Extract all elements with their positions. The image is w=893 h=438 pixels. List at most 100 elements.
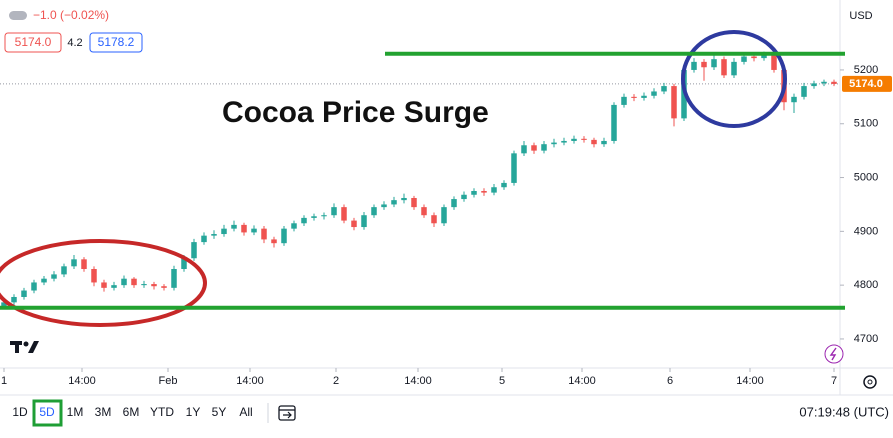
candle-body xyxy=(401,197,407,201)
candle-body xyxy=(611,104,617,141)
candle-body xyxy=(721,59,727,76)
range-button[interactable]: All xyxy=(239,405,252,419)
candle-body xyxy=(601,140,607,145)
candle-body xyxy=(211,234,217,236)
range-button[interactable]: 1M xyxy=(67,405,84,419)
candle-body xyxy=(731,61,737,76)
toggle-icon[interactable] xyxy=(9,11,27,20)
candle-body xyxy=(21,290,27,297)
candle-body xyxy=(521,145,527,154)
y-tick-label: 4800 xyxy=(854,279,878,291)
candle-body xyxy=(241,224,247,233)
candle-body xyxy=(131,278,137,286)
candle-body xyxy=(441,207,447,224)
candle-body xyxy=(261,228,267,240)
ask-box[interactable] xyxy=(89,32,143,53)
bid-price: 5174.0 xyxy=(15,35,52,49)
candle-body xyxy=(501,182,507,188)
x-tick-label: 14:00 xyxy=(568,375,596,387)
candle-body xyxy=(421,207,427,216)
active-range-box xyxy=(32,399,63,427)
range-button[interactable]: 3M xyxy=(95,405,112,419)
candle-body xyxy=(51,274,57,279)
range-button[interactable]: YTD xyxy=(150,405,174,419)
candle-body xyxy=(311,216,317,218)
candle-body xyxy=(31,282,37,291)
candle-body xyxy=(561,140,567,143)
candle-body xyxy=(451,199,457,208)
candle-body xyxy=(121,278,127,286)
candle-body xyxy=(481,190,487,193)
alert-icon[interactable] xyxy=(824,344,844,364)
x-tick-label: 5 xyxy=(499,375,505,387)
highlight-ellipse xyxy=(0,239,207,327)
settings-icon[interactable] xyxy=(863,375,877,389)
x-tick-label: Feb xyxy=(159,375,178,387)
candle-body xyxy=(271,239,277,244)
candle-body xyxy=(581,138,587,140)
candle-body xyxy=(251,228,257,233)
candle-body xyxy=(101,282,107,288)
currency[interactable]: USD xyxy=(849,10,872,22)
ask-price: 5178.2 xyxy=(98,35,135,49)
candle-body xyxy=(821,81,827,84)
spread: 4.2 xyxy=(67,37,82,49)
candle-body xyxy=(81,259,87,270)
candle-body xyxy=(551,142,557,145)
candle-body xyxy=(671,86,677,119)
range-button[interactable]: 5D xyxy=(39,405,55,419)
candle-body xyxy=(41,278,47,283)
range-button[interactable]: 5Y xyxy=(212,405,227,419)
candle-body xyxy=(221,228,227,235)
candle-body xyxy=(621,96,627,105)
candle-body xyxy=(181,258,187,270)
x-tick-label: 1 xyxy=(1,375,7,387)
candle-body xyxy=(321,215,327,217)
candle-body xyxy=(761,54,767,59)
settings-icon-center xyxy=(867,379,873,385)
annotation: Cocoa Price Surge xyxy=(222,96,489,129)
range-button[interactable]: 1D xyxy=(12,405,28,419)
candle-body xyxy=(541,144,547,151)
candle-body xyxy=(301,217,307,224)
alert-bolt xyxy=(829,347,837,361)
candle-body xyxy=(641,95,647,98)
candle-body xyxy=(381,204,387,208)
candle-body xyxy=(791,96,797,103)
y-tick-label: 5000 xyxy=(854,171,878,183)
candle-body xyxy=(331,207,337,216)
candle-body xyxy=(151,284,157,287)
candle-body xyxy=(391,200,397,205)
last-price-box xyxy=(842,75,892,92)
candle-body xyxy=(711,59,717,68)
clock: 07:19:48 (UTC) xyxy=(799,404,889,419)
candle-body xyxy=(531,145,537,151)
x-tick-label: 14:00 xyxy=(736,375,764,387)
candle-body xyxy=(351,220,357,228)
candle-body xyxy=(751,56,757,59)
candle-body xyxy=(1,302,7,307)
candle-body xyxy=(161,286,167,288)
range-button[interactable]: 6M xyxy=(123,405,140,419)
candle-body xyxy=(741,56,747,62)
candle-body xyxy=(111,285,117,288)
candle-body xyxy=(291,223,297,229)
candle-body xyxy=(511,153,517,183)
candle-body xyxy=(341,207,347,221)
candle-body xyxy=(461,194,467,200)
range-button[interactable]: 1Y xyxy=(186,405,201,419)
x-tick-label: 14:00 xyxy=(68,375,96,387)
bid-box[interactable] xyxy=(4,32,62,53)
candle-body xyxy=(371,207,377,216)
candle-body xyxy=(231,224,237,229)
last-price-label: 5174.0 xyxy=(849,78,883,90)
candle-body xyxy=(431,215,437,224)
candle-body xyxy=(691,61,697,70)
candle-body xyxy=(141,284,147,286)
candle-body xyxy=(571,138,577,141)
y-tick-label: 5200 xyxy=(854,64,878,76)
date-range-icon[interactable] xyxy=(278,405,296,421)
candle-body xyxy=(361,215,367,228)
